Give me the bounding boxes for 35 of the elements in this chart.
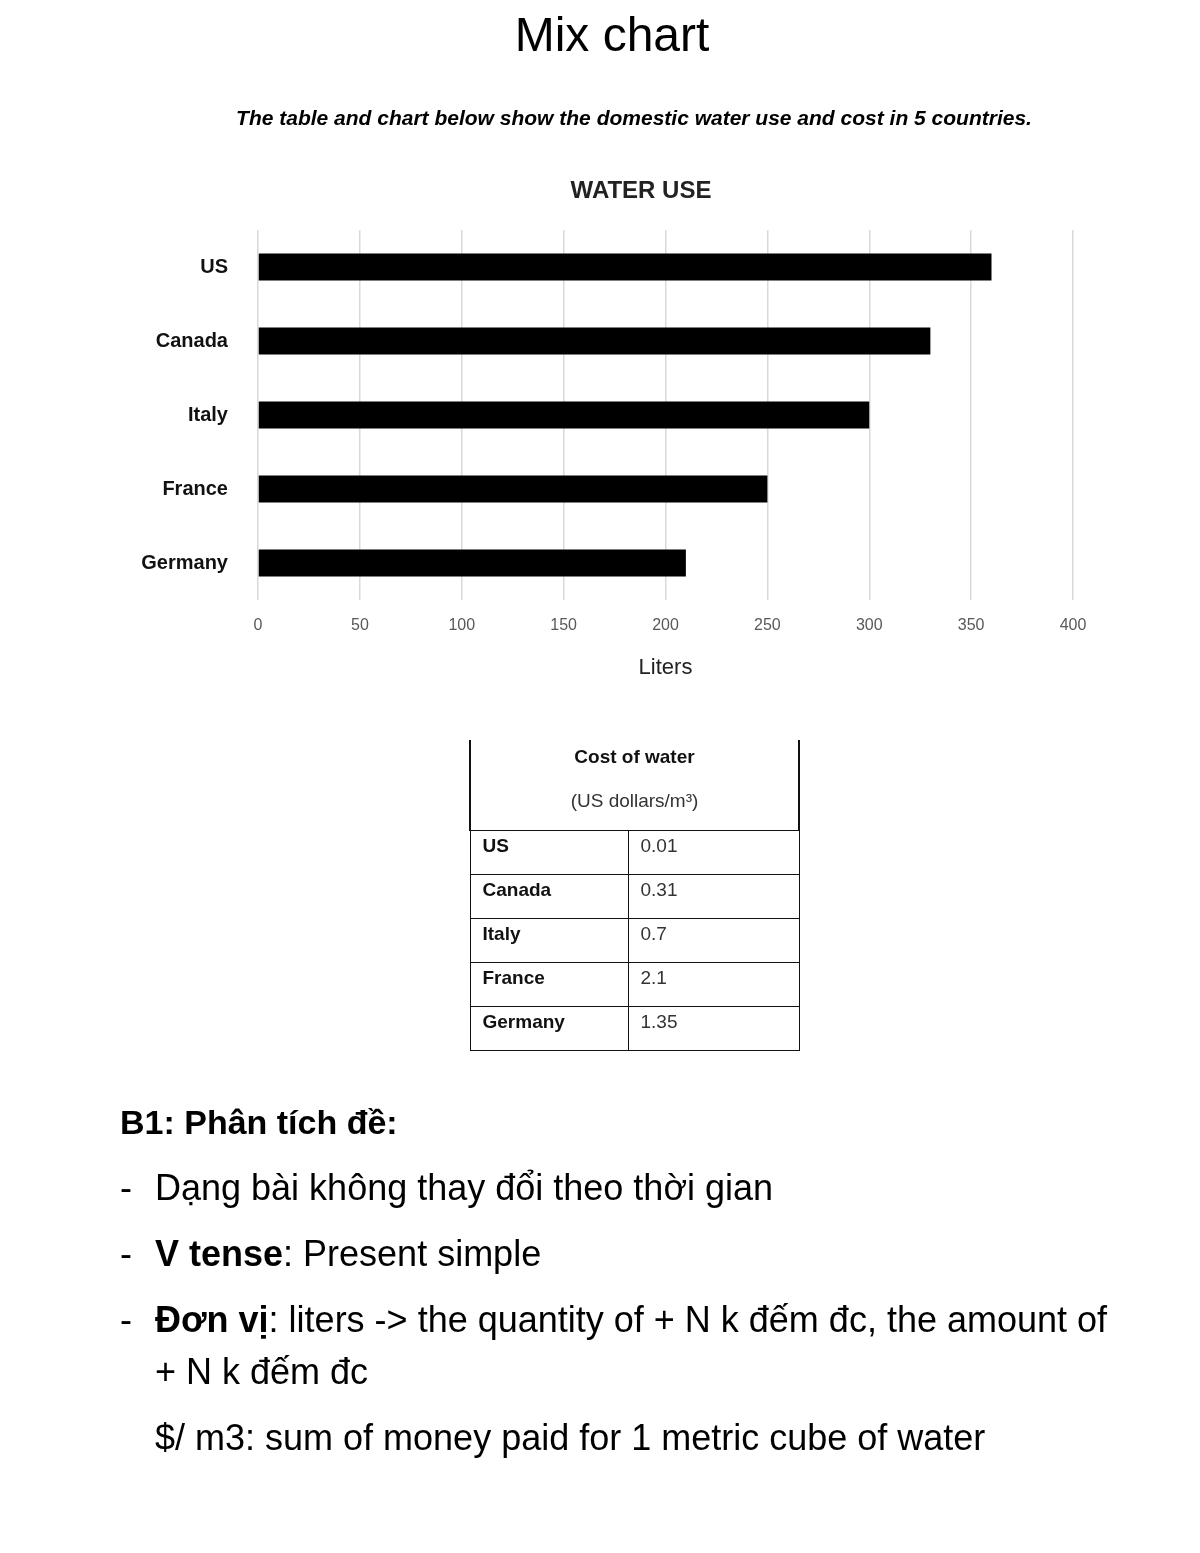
x-tick-label: 0 <box>253 616 263 634</box>
data-label: 1.35 <box>628 1006 799 1051</box>
x-tick-label: 100 <box>448 616 476 634</box>
x-axis-title: Liters <box>638 653 693 679</box>
text: B1: Phân tích đề: <box>120 1102 399 1143</box>
x-tick-label: 300 <box>855 616 883 634</box>
data-label: 0.7 <box>628 918 799 963</box>
text: (US dollars/m³) <box>569 790 700 812</box>
category-label: US <box>470 830 628 875</box>
x-tick-label: 150 <box>550 616 578 634</box>
data-label: 0.31 <box>628 874 799 919</box>
x-tick-label: 400 <box>1059 616 1087 634</box>
category-label: Canada <box>470 874 628 919</box>
chart-title: WATER USE <box>569 175 713 205</box>
text: Mix chart <box>513 7 711 63</box>
x-tick-label: 350 <box>957 616 985 634</box>
data-label: 2.1 <box>628 962 799 1007</box>
x-tick-label: 250 <box>754 616 781 634</box>
category-label: Italy <box>470 918 628 963</box>
category-label: France <box>470 962 628 1007</box>
y-tick-label: France <box>162 476 228 499</box>
data-label: 0.01 <box>628 830 799 875</box>
text: - Dạng bài không thay đổi theo thời gian <box>120 1166 774 1210</box>
category-label: Germany <box>470 1006 628 1051</box>
text: - V tense: Present simple <box>120 1232 542 1276</box>
y-tick-label: Italy <box>187 402 229 425</box>
y-tick-label: US <box>200 254 228 277</box>
y-tick-label: Canada <box>155 328 229 351</box>
y-tick-label: Germany <box>141 550 229 573</box>
text: $/ m3: sum of money paid for 1 metric cube of water <box>154 1416 987 1460</box>
x-tick-label: 200 <box>652 616 679 634</box>
x-tick-label: 50 <box>350 616 369 634</box>
text: Cost of water <box>573 746 696 768</box>
text: The table and chart below show the domestic water use and cost in 5 countries. <box>235 105 1033 131</box>
text: - Đơn vị: liters -> the quantity of + N k đếm đc, the amount of + N k đếm đc <box>120 1298 1109 1394</box>
